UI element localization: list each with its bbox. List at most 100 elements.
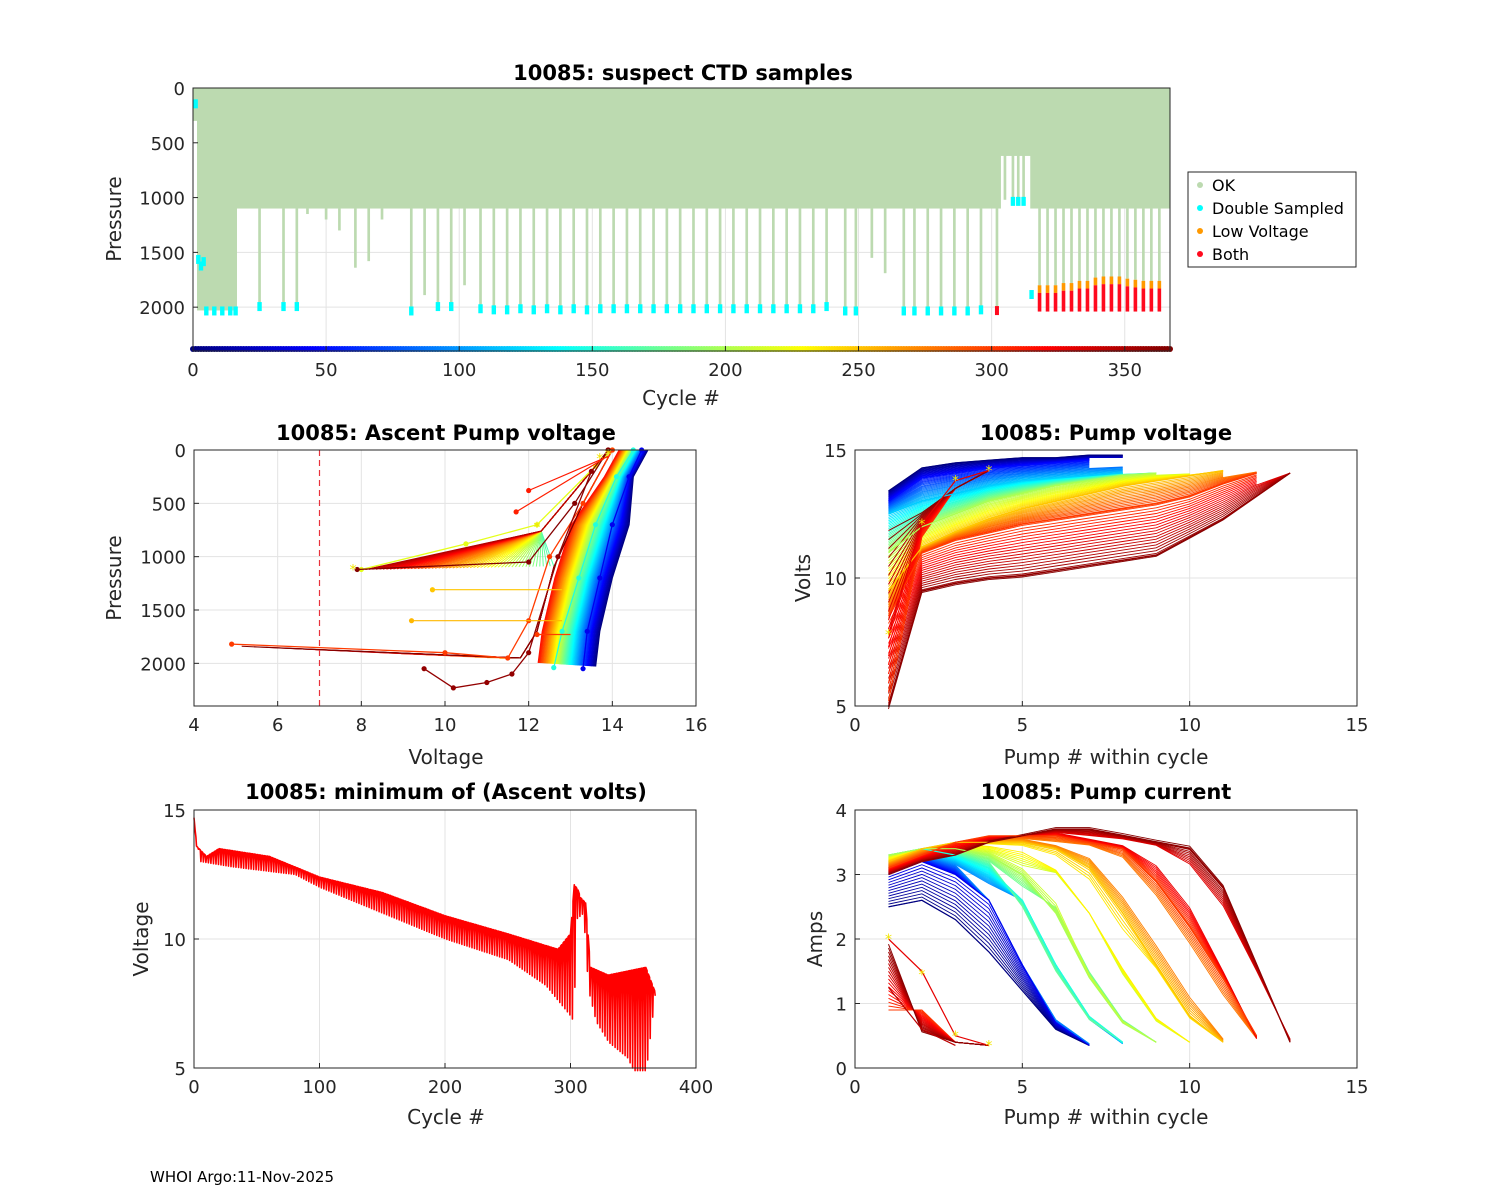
pump-voltage-curve	[888, 475, 1257, 629]
ok-profile-bar	[585, 208, 589, 310]
pump-voltage-curve	[888, 479, 1257, 644]
low-voltage-mark	[1077, 280, 1082, 289]
ascent-xlabel: Voltage	[408, 745, 483, 769]
pump-current-curve	[888, 829, 1291, 1042]
double-sampled-mark	[797, 304, 803, 314]
ok-late-bar	[1078, 208, 1081, 281]
current-xtick-label: 5	[1017, 1077, 1028, 1098]
ok-profile-bar	[380, 208, 384, 220]
pump-voltage-curve	[888, 472, 1291, 679]
ctd-xtick-label: 350	[1108, 360, 1142, 381]
ascent-star-marker: *	[596, 452, 603, 468]
pump-voltage-curve	[888, 474, 1190, 577]
ascent-point	[526, 487, 532, 494]
ascent-point	[509, 671, 515, 677]
pump-current-representative-curve	[888, 848, 1124, 1043]
double-sampled-mark	[901, 306, 906, 316]
double-sampled-mark	[435, 302, 441, 312]
ascent-point	[534, 631, 540, 638]
legend-swatch-lowvolt	[1197, 228, 1203, 234]
low-voltage-mark	[1101, 276, 1106, 285]
pump-voltage-star: *	[918, 517, 925, 533]
ok-profile-bar	[409, 208, 413, 311]
minvolt-xtick-label: 400	[679, 1077, 713, 1098]
double-sampled-mark	[531, 305, 536, 315]
low-voltage-mark	[1053, 285, 1058, 293]
pump-current-representative-curve	[888, 848, 1157, 1043]
double-sampled-mark	[744, 304, 749, 314]
ok-late-bar	[1118, 208, 1121, 277]
pump-voltage-curve	[888, 472, 1123, 514]
pump-voltage-curve	[888, 460, 1090, 503]
pump-voltage-curve	[888, 476, 1257, 634]
ascent-point	[584, 628, 590, 634]
pump-voltage-representative-curve	[887, 469, 990, 635]
ascent-point	[408, 618, 415, 624]
double-sampled-mark	[853, 306, 859, 316]
ascent-ticks: 4 6 8 10 12 14 16 0 500 1000 1500 2000	[140, 441, 707, 736]
ascent-marks: *** *	[229, 447, 649, 706]
pumpvolt-marks: * * * *	[885, 454, 1291, 710]
double-sampled-mark	[478, 304, 483, 314]
pump-voltage-curve	[888, 471, 1123, 514]
ok-profile-bar	[870, 208, 874, 258]
ok-late-bar	[1086, 208, 1089, 281]
pumpvolt-ytick-label: 5	[836, 697, 847, 718]
ok-profile-bar	[772, 208, 775, 309]
pump-voltage-curve	[888, 473, 1157, 559]
double-sampled-mark	[544, 304, 550, 314]
low-voltage-mark	[1157, 280, 1162, 289]
minvolt-xtick-label: 200	[428, 1077, 462, 1098]
double-sampled-mark	[811, 304, 816, 314]
pump-voltage-star: *	[952, 474, 959, 490]
pump-current-representative-curve	[888, 835, 1258, 1037]
ok-profile-bar	[785, 208, 788, 309]
current-ytick-label: 3	[836, 866, 847, 887]
ascent-point	[526, 650, 532, 656]
current-marks: * * * *	[885, 827, 1291, 1054]
both-mark	[994, 306, 999, 316]
pump-voltage-representative-curve	[887, 472, 1291, 707]
pump-current-curve	[888, 890, 1090, 1046]
min-voltage-series	[193, 817, 656, 1072]
ok-profile-bar	[612, 208, 615, 309]
ok-late-bar	[1142, 208, 1145, 281]
double-sampled-mark	[717, 304, 723, 314]
ok-late-bar	[1158, 208, 1161, 281]
double-sampled-mark	[677, 304, 683, 314]
pump-voltage-curve	[888, 470, 1123, 513]
low-voltage-mark	[1093, 277, 1098, 286]
current-ticks: 0 5 10 15 0 1 2 3 4	[836, 801, 1369, 1098]
ok-profile-bar	[732, 208, 735, 309]
ctd-xtick-label: 0	[187, 360, 198, 381]
ok-profile-bar	[220, 208, 224, 311]
minvolt-ytick-label: 15	[163, 801, 186, 822]
minvolt-xlabel: Cycle #	[407, 1105, 485, 1129]
pump-voltage-curve	[888, 468, 1123, 511]
ok-late-bar	[1038, 208, 1041, 286]
ok-late-bar	[1094, 208, 1097, 278]
both-mark	[1101, 284, 1106, 312]
double-sampled-mark	[952, 306, 957, 316]
ok-profile-bar	[338, 208, 341, 231]
ascent-xtick-label: 14	[601, 715, 624, 736]
double-sampled-mark	[664, 304, 670, 314]
double-sampled-mark	[449, 302, 454, 312]
ascent-point	[580, 500, 586, 506]
pump-voltage-curve	[888, 478, 1257, 639]
ascent-ytick-label: 0	[175, 441, 186, 462]
ascent-point	[588, 468, 595, 474]
minvolt-ytick-label: 5	[175, 1059, 186, 1080]
ok-profile-bar	[798, 208, 802, 309]
pump-voltage-star: *	[985, 463, 992, 479]
ctd-ytick-label: 2000	[139, 298, 185, 319]
ok-profile-bar	[423, 208, 426, 296]
pump-voltage-representative-curve	[888, 454, 1123, 492]
pump-voltage-curve	[888, 473, 1190, 569]
ok-profile-bar	[282, 208, 285, 307]
ok-profile-bar	[811, 208, 815, 309]
ascent-ytick-label: 1500	[140, 601, 186, 622]
ascent-point	[559, 628, 565, 634]
